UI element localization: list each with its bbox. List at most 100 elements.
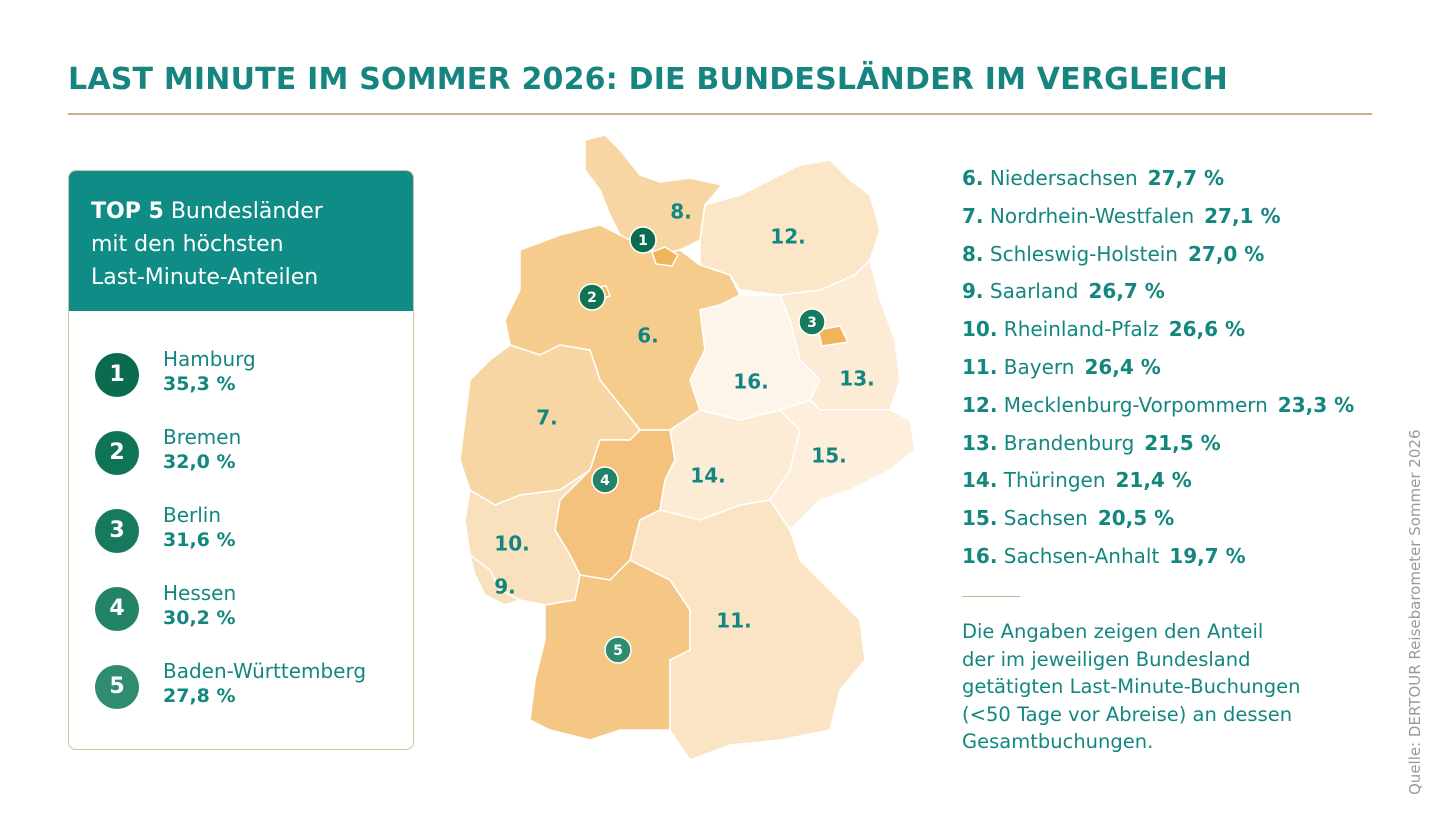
state-value: 23,3 %: [1277, 392, 1355, 417]
map-rank-label: 10.: [494, 532, 529, 556]
note: Die Angaben zeigen den Anteil der im jewe…: [962, 618, 1300, 756]
map-rank-label: 12.: [770, 225, 805, 249]
state-name: Thüringen: [1003, 468, 1106, 493]
rank: 7.: [962, 203, 984, 228]
map-top5-marker: [629, 226, 657, 254]
state-name: Nordrhein-Westfalen: [989, 203, 1195, 228]
ranking-row: 8. Schleswig-Holstein 27,0 %: [962, 242, 1354, 280]
state-value: 27,8 %: [163, 685, 236, 707]
ranking-row: 11. Bayern 26,4 %: [962, 355, 1354, 393]
ranking-row: 12. Mecklenburg-Vorpommern 23,3 %: [962, 393, 1354, 431]
ranking-row: 15. Sachsen 20,5 %: [962, 506, 1354, 544]
state-name: Rheinland-Pfalz: [1003, 317, 1159, 342]
map-top5-label: 3: [807, 315, 817, 331]
ranking-row: 9. Saarland 26,7 %: [962, 279, 1354, 317]
ranking-row: 10. Rheinland-Pfalz 26,6 %: [962, 317, 1354, 355]
state-name: Niedersachsen: [989, 166, 1138, 190]
map-labels: 6. 7. 8. 9. 10. 11. 12. 13. 14. 15. 16. 1 2 3 4 5: [494, 200, 875, 664]
map-rank-label: 13.: [839, 367, 874, 391]
state-value: 21,4 %: [1115, 468, 1192, 493]
state-value: 32,0 %: [163, 451, 236, 473]
rank: 9.: [962, 279, 984, 304]
top5-heading: TOP 5 Bundesländer mit den höchsten Last…: [69, 171, 413, 311]
state-value: 27,1 %: [1204, 203, 1281, 228]
map-rank-label: 7.: [536, 406, 558, 430]
state-berlin: [817, 325, 850, 347]
ranking-list: 6. Niedersachsen 27,7 % 7. Nordrhein-West…: [962, 166, 1354, 582]
state-value: 19,7 %: [1169, 543, 1246, 568]
state-name: Saarland: [989, 279, 1079, 304]
map-top5-label: 4: [600, 473, 610, 489]
state-name: Mecklenburg-Vorpommern: [1003, 392, 1268, 417]
rank: 12.: [962, 392, 998, 417]
map-rank-label: 16.: [733, 370, 768, 394]
map-rank-label: 15.: [811, 444, 846, 468]
rank-circle: 4: [95, 587, 139, 631]
rank: 15.: [962, 506, 998, 531]
state-name: Sachsen: [1003, 506, 1088, 531]
map-rank-label: 14.: [690, 464, 725, 488]
state-hamburg: [651, 246, 679, 267]
state-saarland: [468, 553, 522, 606]
note-line: getätigten Last-Minute-Buchungen: [962, 675, 1301, 698]
state-name: Baden-Württemberg: [163, 659, 367, 683]
ranking-row: 7. Nordrhein-Westfalen 27,1 %: [962, 204, 1354, 242]
map-rank-label: 6.: [637, 324, 659, 348]
rank-circle: 3: [95, 509, 139, 553]
top5-box: TOP 5 Bundesländer mit den höchsten Last…: [68, 170, 414, 750]
state-name: Bayern: [1003, 354, 1075, 379]
rank: 6.: [962, 166, 984, 190]
state-value: 26,6 %: [1168, 317, 1246, 342]
rank-circle: 1: [95, 353, 139, 397]
ranking-row: 16. Sachsen-Anhalt 19,7 %: [962, 544, 1354, 582]
state-name: Brandenburg: [1003, 430, 1135, 455]
state-name: Schleswig-Holstein: [989, 241, 1178, 266]
state-value: 27,0 %: [1187, 241, 1265, 266]
rank-circle: 5: [95, 665, 139, 709]
heading-line: Bundesländer: [170, 199, 323, 224]
state-name: Sachsen-Anhalt: [1003, 543, 1160, 568]
state-value: 21,5 %: [1144, 430, 1221, 455]
map-top5-label: 5: [613, 643, 623, 659]
state-name: Berlin: [163, 503, 222, 527]
map-rank-label: 9.: [494, 575, 516, 599]
heading-line: mit den höchsten: [91, 232, 284, 257]
rank: 14.: [962, 468, 998, 493]
state-name: Bremen: [163, 425, 242, 449]
note-line: Die Angaben zeigen den Anteil: [962, 620, 1264, 643]
map-rank-label: 11.: [716, 609, 751, 633]
state-name: Hessen: [163, 581, 237, 605]
map-rank-label: 8.: [670, 200, 692, 224]
rank: 13.: [962, 430, 998, 455]
rank: 8.: [962, 241, 984, 266]
state-value: 31,6 %: [163, 529, 236, 551]
state-value: 20,5 %: [1097, 506, 1175, 531]
title: LAST MINUTE IM SOMMER 2026: DIE BUNDESLÄ…: [68, 62, 1228, 97]
map-top5-marker: [798, 308, 826, 336]
rank: 11.: [962, 354, 998, 379]
ranking-row: 14. Thüringen 21,4 %: [962, 468, 1354, 506]
state-sachsen: [769, 399, 916, 532]
note-line: Gesamtbuchungen.: [962, 730, 1154, 753]
rank: 16.: [962, 543, 998, 568]
ranking-row: 6. Niedersachsen 27,7 %: [962, 166, 1354, 204]
state-value: 26,7 %: [1088, 279, 1165, 304]
state-value: 26,4 %: [1084, 354, 1161, 379]
map-top5-label: 1: [638, 233, 648, 249]
ranking-row: 13. Brandenburg 21,5 %: [962, 431, 1354, 469]
heading-line: Last-Minute-Anteilen: [91, 265, 319, 290]
state-value: 27,7 %: [1147, 166, 1225, 190]
state-value: 30,2 %: [163, 607, 236, 629]
note-line: (<50 Tage vor Abreise) an dessen: [962, 702, 1293, 726]
heading-bold: TOP 5: [91, 199, 164, 224]
map-top5-marker: [591, 466, 619, 494]
rank: 10.: [962, 317, 998, 342]
source: Quelle: DERTOUR Reisebarometer Sommer 20…: [1406, 429, 1424, 796]
separator: [962, 596, 1020, 597]
map-top5-marker: [578, 283, 606, 311]
map-top5-label: 2: [587, 290, 597, 306]
note-line: der im jeweiligen Bundesland: [962, 647, 1251, 671]
rule: [68, 113, 1372, 115]
